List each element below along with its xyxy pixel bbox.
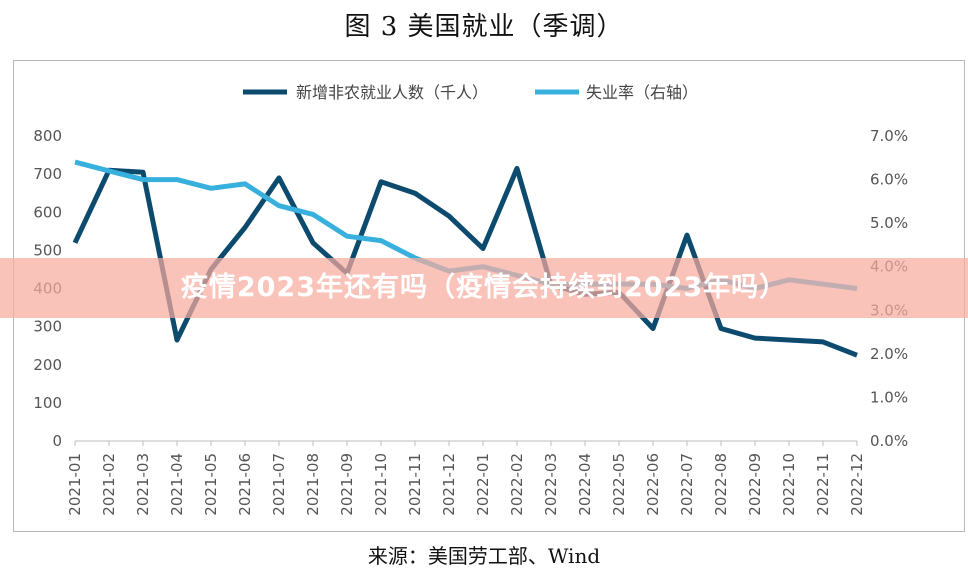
x-tick-label: 2022-08 <box>712 453 730 516</box>
x-tick-label: 2021-09 <box>338 453 356 516</box>
y-right-tick-label: 2.0% <box>870 345 908 363</box>
y-left-tick-label: 100 <box>33 394 62 412</box>
y-left-tick-label: 500 <box>33 241 62 259</box>
y-right-tick-label: 5.0% <box>870 214 908 232</box>
chart-source: 来源：美国劳工部、Wind <box>367 544 601 568</box>
x-tick-label: 2021-03 <box>134 453 152 516</box>
x-tick-label: 2021-11 <box>406 453 424 516</box>
x-tick-label: 2022-07 <box>678 453 696 516</box>
x-tick-label: 2022-12 <box>848 453 866 516</box>
x-tick-label: 2022-06 <box>644 453 662 516</box>
legend-label-2: 失业率（右轴） <box>586 83 698 102</box>
x-tick-label: 2021-04 <box>168 453 186 516</box>
y-left-tick-label: 300 <box>33 318 62 336</box>
x-tick-label: 2022-02 <box>508 453 526 516</box>
legend-label-1: 新增非农就业人数（千人） <box>296 83 488 102</box>
x-tick-label: 2022-01 <box>474 453 492 516</box>
x-tick-label: 2021-10 <box>372 453 390 516</box>
overlay-banner: 疫情2023年还有吗（疫情会持续到2023年吗） <box>0 258 968 318</box>
x-tick-label: 2022-10 <box>780 453 798 516</box>
y-right-tick-label: 1.0% <box>870 388 908 406</box>
overlay-banner-text: 疫情2023年还有吗（疫情会持续到2023年吗） <box>180 272 788 303</box>
chart-title: 图 3 美国就业（季调） <box>344 12 624 42</box>
x-tick-label: 2021-05 <box>202 453 220 516</box>
x-tick-label: 2021-02 <box>100 453 118 516</box>
y-left-tick-label: 0 <box>52 432 62 450</box>
x-tick-label: 2022-03 <box>542 453 560 516</box>
x-tick-label: 2022-04 <box>576 453 594 516</box>
y-left-tick-label: 600 <box>33 203 62 221</box>
x-tick-label: 2021-06 <box>236 453 254 516</box>
x-tick-label: 2022-11 <box>814 453 832 516</box>
x-tick-label: 2021-01 <box>66 453 84 516</box>
x-tick-label: 2022-05 <box>610 453 628 516</box>
y-right-tick-label: 6.0% <box>870 171 908 189</box>
y-left-tick-label: 800 <box>33 127 62 145</box>
x-tick-label: 2021-07 <box>270 453 288 516</box>
y-left-tick-label: 700 <box>33 165 62 183</box>
y-right-tick-label: 0.0% <box>870 432 908 450</box>
y-right-tick-label: 7.0% <box>870 127 908 145</box>
x-tick-label: 2021-08 <box>304 453 322 516</box>
x-tick-label: 2021-12 <box>440 453 458 516</box>
x-tick-label: 2022-09 <box>746 453 764 516</box>
y-left-tick-label: 200 <box>33 356 62 374</box>
